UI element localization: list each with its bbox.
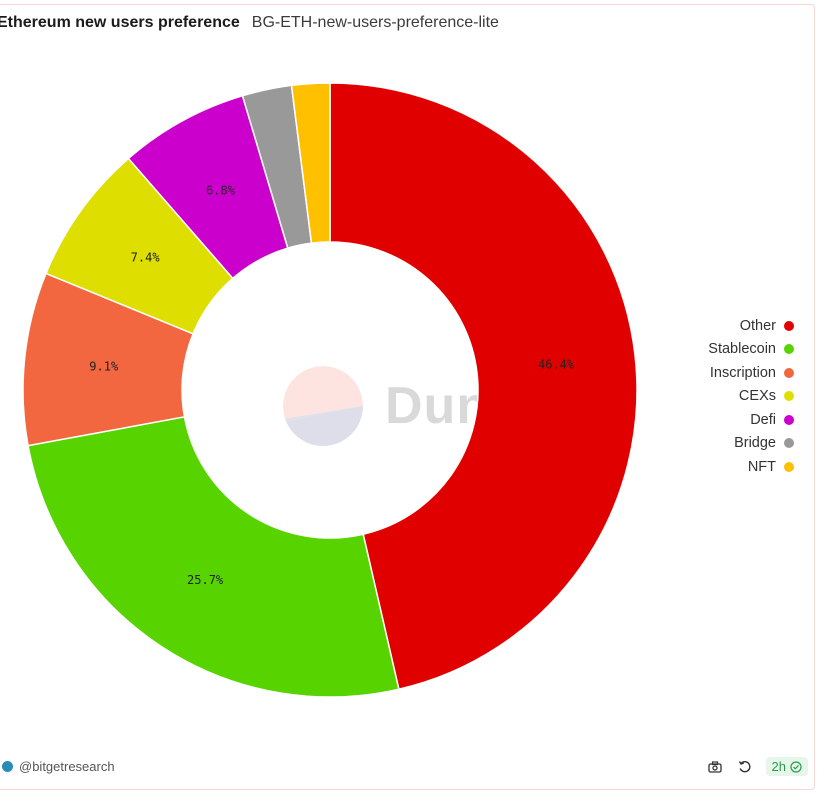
legend-item-stablecoin[interactable]: Stablecoin — [708, 338, 794, 362]
legend-item-inscription[interactable]: Inscription — [708, 361, 794, 385]
legend-label: CEXs — [738, 388, 776, 405]
legend-swatch — [784, 438, 794, 449]
legend-label: NFT — [747, 458, 776, 475]
legend-item-nft[interactable]: NFT — [708, 455, 794, 479]
dune-logo-icon — [283, 366, 363, 446]
dune-watermark: Dune — [283, 366, 519, 446]
slice-nft[interactable] — [290, 82, 331, 245]
chart-legend: Other Stablecoin Inscription CEXs Defi Bridge… — [708, 314, 794, 479]
avatar — [2, 761, 13, 772]
refresh-status-badge[interactable]: 2h — [765, 757, 808, 776]
chart-title: Ethereum new users preference — [0, 14, 240, 31]
legend-item-defi[interactable]: Defi — [708, 408, 794, 432]
check-circle-icon — [790, 760, 802, 773]
refresh-age: 2h — [771, 759, 786, 774]
camera-icon[interactable] — [706, 758, 724, 776]
legend-label: Defi — [750, 411, 776, 428]
chart-header: Ethereum new users preference BG-ETH-new… — [0, 14, 499, 36]
author-handle[interactable]: @bitgetresearch — [19, 759, 115, 774]
data-label-other: 46.4% — [538, 357, 575, 371]
legend-label: Inscription — [709, 364, 776, 381]
slice-stablecoin[interactable] — [27, 415, 400, 698]
legend-item-cexs[interactable]: CEXs — [708, 385, 794, 409]
data-label-defi: 6.8% — [206, 184, 236, 198]
legend-swatch — [784, 461, 794, 472]
legend-swatch — [784, 320, 794, 331]
legend-swatch — [784, 344, 794, 355]
query-name[interactable]: BG-ETH-new-users-preference-lite — [251, 14, 499, 31]
legend-swatch — [784, 414, 794, 425]
legend-item-bridge[interactable]: Bridge — [708, 432, 794, 456]
refresh-icon[interactable] — [736, 758, 754, 776]
legend-label: Stablecoin — [708, 341, 776, 358]
footer-actions: 2h — [706, 757, 808, 776]
slice-other[interactable] — [329, 82, 638, 691]
legend-label: Other — [739, 317, 776, 334]
legend-swatch — [784, 391, 794, 402]
legend-swatch — [784, 367, 794, 378]
data-label-cexs: 7.4% — [131, 250, 161, 264]
data-label-stablecoin: 25.7% — [187, 573, 224, 587]
author-credit[interactable]: @bitgetresearch — [2, 759, 115, 774]
data-label-inscription: 9.1% — [89, 359, 119, 373]
legend-item-other[interactable]: Other — [708, 314, 794, 338]
legend-label: Bridge — [734, 435, 776, 452]
